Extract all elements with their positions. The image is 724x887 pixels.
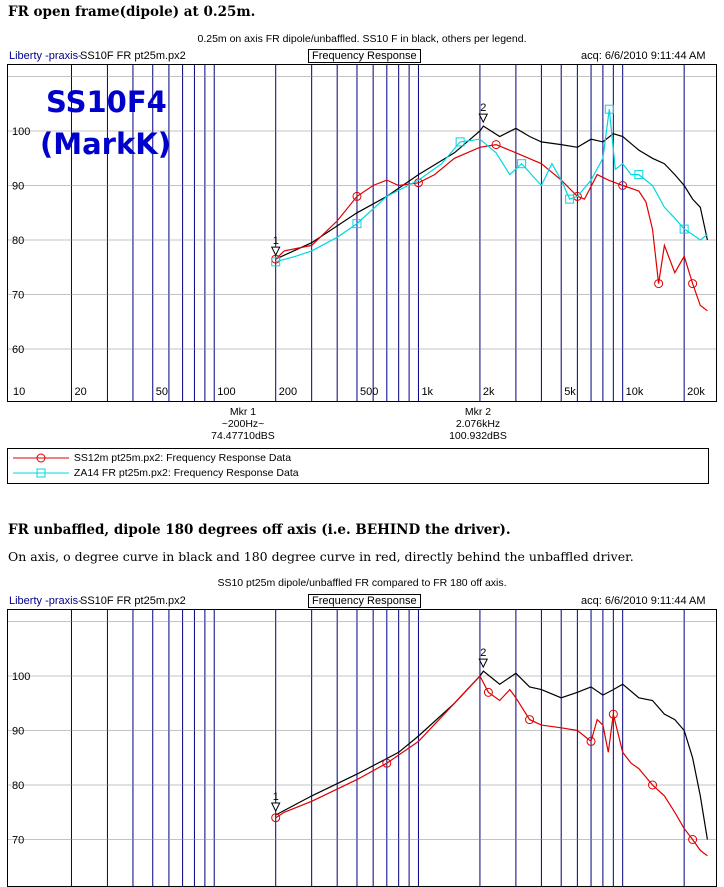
- data-point-marker: [525, 715, 535, 725]
- x-tick-label: 2k: [483, 386, 495, 398]
- marker1-freq: ~200Hz~: [221, 418, 265, 430]
- data-point-marker: [618, 181, 628, 190]
- marker2-readout: Mkr 2 2.076kHz 100.932dBS: [398, 406, 558, 442]
- section1-title: FR open frame(dipole) at 0.25m.: [8, 4, 256, 20]
- chart1-header-title: Frequency Response: [308, 49, 421, 63]
- data-point-marker: [654, 279, 664, 289]
- marker2-label: Mkr 2: [464, 406, 492, 418]
- marker-number-label: 1: [273, 791, 279, 803]
- legend-label-ss12m: SS12m pt25m.px2: Frequency Response Data: [73, 452, 292, 464]
- data-point-marker: [517, 159, 527, 169]
- data-point-marker: [382, 758, 392, 768]
- chart1-svg: 100 90 80 70 60 10 20 50 100 200 500 1k 2k 5k 10k 20k 1 2: [8, 65, 716, 401]
- chart2-plot-area: 100 90 80 70 1 2: [7, 609, 717, 887]
- y-tick-label: 100: [12, 126, 30, 138]
- section2-description: On axis, o degree curve in black and 180…: [8, 549, 634, 564]
- y-tick-label: 80: [12, 235, 24, 247]
- x-tick-label: 200: [279, 386, 297, 398]
- data-point-marker: [565, 194, 575, 204]
- marker-triangle: [478, 113, 489, 124]
- x-tick-label: 20: [74, 386, 86, 398]
- marker-triangle: [270, 802, 281, 813]
- marker1-level: 74.47710dBS: [211, 430, 275, 442]
- chart1-header-file: SS10F FR pt25m.px2: [80, 50, 186, 62]
- chart2-svg: 100 90 80 70 1 2: [8, 610, 716, 886]
- chart1-legend: SS12m pt25m.px2: Frequency Response Data…: [7, 448, 709, 484]
- watermark-title: SS10F4: [46, 85, 167, 119]
- x-tick-label: 1k: [421, 386, 433, 398]
- y-tick-label: 70: [12, 835, 24, 847]
- legend-swatch-red: [13, 453, 69, 463]
- marker-triangle: [478, 658, 489, 669]
- data-point-marker: [648, 780, 658, 790]
- marker-number-label: 1: [273, 235, 279, 247]
- data-point-marker: [586, 736, 596, 746]
- chart2-header-acq: acq: 6/6/2010 9:11:44 AM: [581, 595, 706, 607]
- legend-label-za14: ZA14 FR pt25m.px2: Frequency Response Da…: [73, 467, 299, 479]
- chart1-plot-area: 100 90 80 70 60 10 20 50 100 200 500 1k 2k 5k 10k 20k 1 2…: [7, 64, 717, 402]
- grid-lines: [8, 65, 716, 401]
- data-point-marker: [352, 191, 362, 201]
- series-line-0: [275, 670, 708, 840]
- marker-number-label: 2: [480, 647, 486, 659]
- grid-lines: [8, 610, 716, 886]
- series-line-1: [275, 674, 708, 857]
- watermark-author: (MarkK): [40, 127, 171, 161]
- data-point-marker: [483, 687, 493, 697]
- x-tick-label: 500: [360, 386, 378, 398]
- series-line-0: [275, 125, 708, 260]
- y-tick-label: 60: [12, 344, 24, 356]
- chart2-caption: SS10 pt25m dipole/unbaffled FR compared …: [217, 577, 507, 589]
- series-line-1: [275, 143, 708, 312]
- marker1-label: Mkr 1: [229, 406, 257, 418]
- data-point-marker: [634, 170, 644, 180]
- series-line-2: [275, 109, 708, 263]
- legend-item-ss12m: SS12m pt25m.px2: Frequency Response Data: [11, 451, 291, 465]
- y-tick-label: 80: [12, 780, 24, 792]
- data-point-marker: [608, 709, 618, 719]
- data-point-marker: [455, 137, 465, 147]
- marker-number-label: 2: [480, 102, 486, 114]
- x-tick-label: 10: [13, 386, 25, 398]
- y-tick-label: 90: [12, 181, 24, 193]
- marker-triangle: [270, 246, 281, 257]
- marker1-readout: Mkr 1 ~200Hz~ 74.47710dBS: [163, 406, 323, 442]
- data-point-marker: [491, 140, 501, 150]
- y-tick-label: 90: [12, 726, 24, 738]
- marker2-freq: 2.076kHz: [455, 418, 501, 430]
- chart2-header-title: Frequency Response: [308, 594, 421, 608]
- legend-item-za14: ZA14 FR pt25m.px2: Frequency Response Da…: [11, 466, 299, 480]
- chart2-header-file: SS10F FR pt25m.px2: [80, 595, 186, 607]
- data-point-marker: [271, 257, 281, 267]
- x-tick-label: 10k: [626, 386, 644, 398]
- x-tick-label: 50: [156, 386, 168, 398]
- x-tick-label: 20k: [687, 386, 705, 398]
- y-tick-label: 100: [12, 671, 30, 683]
- chart2-header-app: Liberty -praxis-: [9, 595, 82, 607]
- legend-swatch-cyan: [13, 468, 69, 478]
- section2-title: FR unbaffled, dipole 180 degrees off axi…: [8, 522, 511, 538]
- marker2-level: 100.932dBS: [449, 430, 507, 442]
- x-tick-label: 5k: [564, 386, 576, 398]
- data-point-marker: [271, 813, 281, 823]
- chart1-caption: 0.25m on axis FR dipole/unbaffled. SS10 …: [197, 33, 527, 45]
- data-point-marker: [688, 279, 698, 289]
- y-tick-label: 70: [12, 290, 24, 302]
- chart1-header-acq: acq: 6/6/2010 9:11:44 AM: [581, 50, 706, 62]
- data-point-marker: [679, 224, 689, 234]
- data-point-marker: [604, 104, 614, 114]
- data-point-marker: [352, 219, 362, 229]
- chart1-header-app: Liberty -praxis-: [9, 50, 82, 62]
- x-tick-label: 100: [217, 386, 235, 398]
- data-point-marker: [688, 835, 698, 844]
